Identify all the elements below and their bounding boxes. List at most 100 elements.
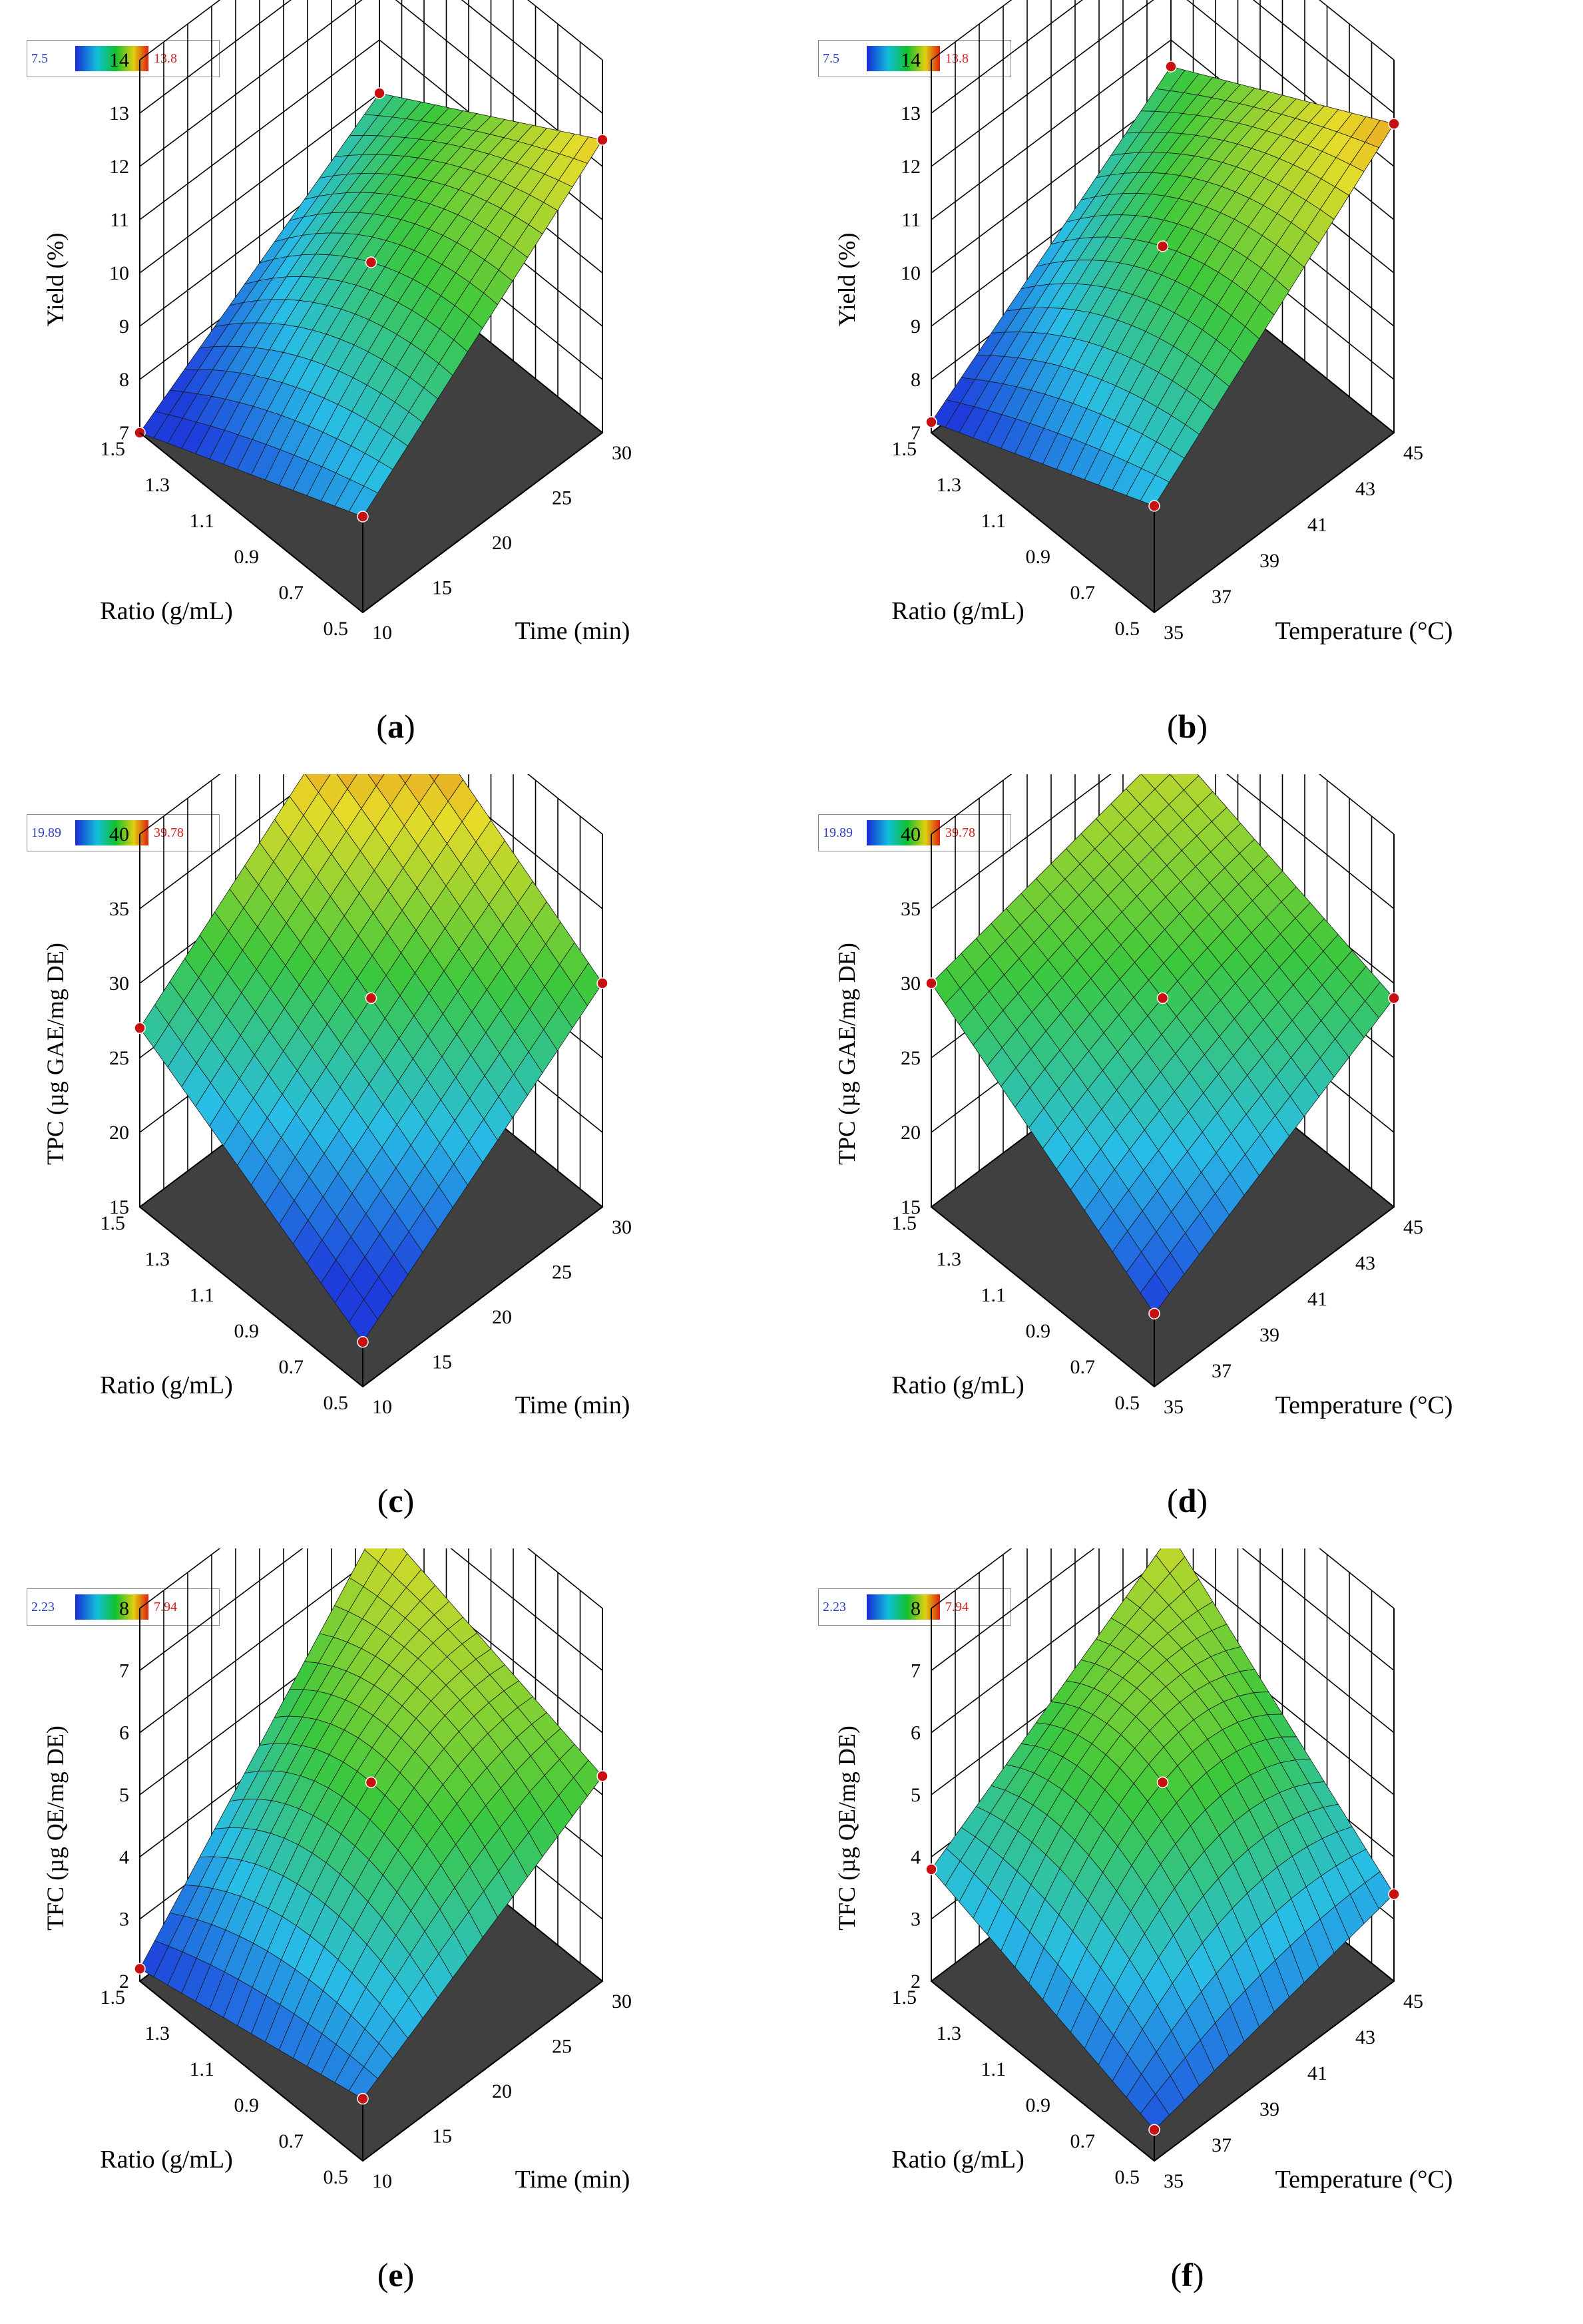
y-tick-label: 43 bbox=[1355, 1252, 1375, 1274]
z-tick-label: 4 bbox=[911, 1846, 921, 1868]
panel-label: (f) bbox=[1170, 2256, 1204, 2293]
surface-plot: 7 8 9 10 11 12 13 14 0.5 0.7 0.9 1.1 1.3 1.5 35 37 39 41 4… bbox=[833, 0, 1453, 645]
design-point bbox=[596, 977, 608, 989]
panel-label: (d) bbox=[1166, 1482, 1208, 1519]
y-tick-label: 15 bbox=[432, 577, 452, 599]
design-point bbox=[1148, 1307, 1160, 1319]
x-tick-labels: 0.5 0.7 0.9 1.1 1.3 1.5 bbox=[892, 438, 1140, 640]
design-points bbox=[925, 61, 1400, 512]
x-tick-labels: 0.5 0.7 0.9 1.1 1.3 1.5 bbox=[101, 438, 349, 640]
x-tick-label: 1.5 bbox=[101, 438, 126, 460]
x-tick-label: 1.1 bbox=[190, 1284, 215, 1306]
x-tick-label: 0.5 bbox=[1115, 618, 1140, 640]
legend-max-label: 7.94 bbox=[945, 1600, 969, 1614]
y-tick-label: 35 bbox=[1164, 1396, 1184, 1418]
design-point bbox=[357, 2092, 369, 2105]
design-points bbox=[134, 977, 608, 1348]
y-tick-labels: 35 37 39 41 43 45 bbox=[1164, 1216, 1423, 1418]
design-point bbox=[1156, 992, 1169, 1005]
z-tick-label: 40 bbox=[109, 823, 129, 845]
panel-letter: b bbox=[1178, 708, 1197, 745]
y-tick-label: 45 bbox=[1403, 1990, 1423, 2012]
x-tick-label: 0.5 bbox=[1115, 2166, 1140, 2188]
design-point bbox=[134, 1022, 146, 1034]
z-tick-label: 35 bbox=[109, 898, 129, 920]
y-tick-label: 41 bbox=[1307, 514, 1327, 536]
y-tick-label: 39 bbox=[1259, 1324, 1279, 1346]
z-tick-label: 10 bbox=[901, 262, 921, 284]
design-point bbox=[1148, 2124, 1160, 2136]
z-tick-label: 25 bbox=[901, 1047, 921, 1069]
z-tick-label: 6 bbox=[119, 1722, 129, 1744]
y-tick-label: 10 bbox=[372, 1396, 392, 1418]
x-tick-label: 0.9 bbox=[1026, 546, 1051, 568]
design-point bbox=[1165, 61, 1177, 73]
legend-color-bar bbox=[867, 1594, 940, 1620]
legend-color-bar bbox=[867, 820, 940, 845]
y-tick-label: 39 bbox=[1259, 550, 1279, 572]
legend-min-label: 2.23 bbox=[823, 1600, 846, 1614]
legend-color-bar bbox=[75, 820, 148, 845]
x-tick-labels: 0.5 0.7 0.9 1.1 1.3 1.5 bbox=[101, 1212, 349, 1414]
panel-c: 19.89 39.78 15 20 25 30 35 40 0.5 0.7 0.9 1.1 1.3 1.5… bbox=[0, 774, 792, 1548]
legend-min-label: 2.23 bbox=[31, 1600, 55, 1614]
surface-cell bbox=[348, 1299, 378, 1343]
design-point bbox=[1156, 240, 1169, 252]
x-axis-title: Ratio (g/mL) bbox=[891, 2146, 1024, 2174]
z-tick-label: 13 bbox=[901, 103, 921, 124]
surface-cell bbox=[1140, 2094, 1170, 2130]
y-tick-label: 39 bbox=[1259, 2098, 1279, 2120]
z-tick-label: 7 bbox=[911, 422, 921, 444]
y-axis-title: Time (min) bbox=[515, 2166, 630, 2194]
x-tick-label: 1.3 bbox=[937, 1248, 962, 1270]
x-tick-label: 0.9 bbox=[234, 546, 260, 568]
y-tick-label: 15 bbox=[432, 2126, 452, 2148]
design-point bbox=[365, 992, 377, 1005]
x-tick-label: 1.5 bbox=[101, 1986, 126, 2008]
design-point bbox=[365, 1776, 377, 1789]
z-axis-title: TPC (µg GAE/mg DE) bbox=[833, 943, 860, 1165]
response-surface bbox=[139, 774, 603, 1343]
x-tick-label: 0.7 bbox=[1070, 2130, 1096, 2152]
design-point bbox=[925, 977, 937, 989]
base-frame bbox=[931, 1206, 1395, 1387]
legend-max-label: 13.8 bbox=[154, 51, 177, 66]
x-tick-labels: 0.5 0.7 0.9 1.1 1.3 1.5 bbox=[101, 1986, 349, 2188]
design-point bbox=[357, 511, 369, 523]
y-tick-label: 25 bbox=[552, 487, 572, 509]
design-points bbox=[134, 1770, 608, 2105]
z-axis-title: Yield (%) bbox=[42, 233, 69, 327]
x-axis-title: Ratio (g/mL) bbox=[100, 597, 232, 625]
z-tick-label: 3 bbox=[911, 1909, 921, 1931]
surface-cell bbox=[367, 774, 385, 787]
x-tick-label: 0.9 bbox=[1026, 2094, 1051, 2116]
base-frame bbox=[139, 1206, 603, 1387]
z-tick-label: 40 bbox=[901, 823, 921, 845]
x-tick-label: 1.5 bbox=[892, 438, 917, 460]
surface-cell bbox=[348, 2066, 379, 2100]
z-tick-label: 13 bbox=[109, 103, 129, 124]
surface-plot: 23456780.50.70.91.11.31.5353739414345TFC… bbox=[833, 1548, 1453, 2194]
surface-plot: 2 3 4 5 6 7 8 0.5 0.7 0.9 1.1 1.3 1.5 10 15 20 25 30 TFC (… bbox=[42, 1548, 632, 2194]
z-tick-label: 14 bbox=[901, 49, 921, 71]
z-tick-label: 15 bbox=[901, 1196, 921, 1218]
panel-a: 7.5 13.8 7 8 9 10 11 12 13 14 0.5 0.7 0.9 1.1 1.3 1.5 10… bbox=[0, 0, 792, 774]
y-tick-label: 20 bbox=[492, 1306, 512, 1328]
surface-cell bbox=[348, 485, 379, 517]
design-point bbox=[1156, 1776, 1169, 1789]
z-tick-label: 20 bbox=[109, 1122, 129, 1144]
legend-min-label: 19.89 bbox=[823, 825, 853, 840]
design-points bbox=[134, 87, 608, 523]
response-surface bbox=[139, 1548, 603, 2100]
panel-label: (b) bbox=[1166, 708, 1208, 745]
x-axis-title: Ratio (g/mL) bbox=[891, 597, 1024, 625]
y-tick-label: 30 bbox=[612, 1990, 632, 2012]
x-tick-label: 0.9 bbox=[1026, 1320, 1051, 1342]
y-tick-labels: 10 15 20 25 30 bbox=[372, 1990, 632, 2192]
x-tick-label: 0.5 bbox=[1115, 1392, 1140, 1414]
x-tick-label: 1.1 bbox=[981, 1284, 1007, 1306]
x-tick-label: 1.3 bbox=[145, 474, 170, 496]
design-point bbox=[1388, 118, 1400, 130]
panel-letter: c bbox=[388, 1482, 403, 1519]
z-tick-label: 14 bbox=[109, 49, 129, 71]
